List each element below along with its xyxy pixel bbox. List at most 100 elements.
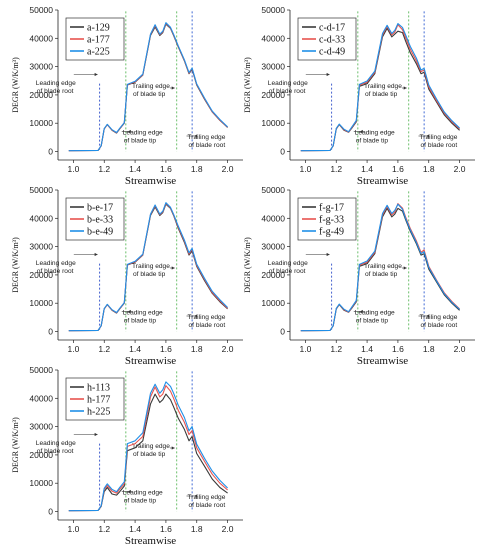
annotation-label: Leading edge of blade root: [36, 80, 76, 95]
y-tick-label: 0: [280, 327, 285, 337]
x-axis-title: Streamwise: [125, 175, 176, 187]
x-tick-label: 1.4: [129, 344, 141, 354]
x-tick-label: 1.2: [330, 164, 342, 174]
legend-label: f-g-17: [319, 203, 344, 214]
y-tick-label: 10000: [29, 478, 53, 488]
y-axis-title: DEGR (W/K/m³): [243, 237, 252, 293]
legend-label: a-129: [87, 23, 110, 34]
arrow-head: [194, 134, 198, 138]
x-tick-label: 1.4: [361, 164, 373, 174]
arrow-head: [403, 266, 407, 270]
arrow-head: [426, 134, 430, 138]
y-axis-title: DEGR (W/K/m³): [11, 57, 20, 113]
x-axis-title: Streamwise: [125, 535, 176, 547]
legend-label: h-113: [87, 383, 110, 394]
arrow-head: [194, 494, 198, 498]
y-axis-title: DEGR (W/K/m³): [243, 57, 252, 113]
series-line-c-d-49: [300, 23, 460, 152]
legend-label: b-e-49: [87, 227, 113, 238]
annotation-label: Leading edge of blade root: [36, 440, 76, 455]
x-axis-title: Streamwise: [125, 355, 176, 367]
y-tick-label: 40000: [261, 213, 285, 223]
y-tick-label: 40000: [29, 33, 53, 43]
y-tick-label: 50000: [29, 365, 53, 375]
annotation-label: Trailing edge of blade root: [188, 134, 226, 149]
arrow-head: [171, 86, 175, 90]
annotation-label: Trailing edge of blade root: [420, 314, 458, 329]
arrow-head: [127, 129, 131, 134]
arrow-head: [326, 252, 330, 257]
y-tick-label: 20000: [261, 270, 285, 280]
y-tick-label: 0: [48, 147, 53, 157]
x-tick-label: 2.0: [454, 164, 466, 174]
annotation-label: Leading edge of blade tip: [123, 310, 163, 325]
arrow-head: [94, 432, 98, 437]
x-tick-label: 1.0: [68, 344, 80, 354]
x-tick-label: 1.8: [191, 344, 203, 354]
annotation-label: Leading edge of blade tip: [123, 490, 163, 505]
x-tick-label: 1.8: [423, 344, 435, 354]
legend-label: h-225: [87, 407, 110, 418]
legend-label: c-d-17: [319, 23, 345, 34]
arrow-head: [426, 314, 430, 318]
y-tick-label: 30000: [261, 242, 285, 252]
y-tick-label: 30000: [261, 62, 285, 72]
x-tick-label: 1.8: [423, 164, 435, 174]
x-tick-label: 2.0: [222, 344, 234, 354]
y-tick-label: 50000: [29, 185, 53, 195]
legend-label: c-d-33: [319, 35, 345, 46]
arrow-head: [194, 314, 198, 318]
series-line-h-113: [68, 393, 228, 512]
arrow-head: [94, 72, 98, 77]
arrow-head: [94, 252, 98, 257]
legend-label: c-d-49: [319, 47, 345, 58]
arrow-head: [127, 489, 131, 494]
chart-panel-bottom-left: 0 10000 20000 30000 40000 50000 1.0 1.2 1.4 1.6 1.…: [11, 365, 243, 547]
annotation-label: Trailing edge of blade tip: [364, 83, 402, 98]
annotation-label: Leading edge of blade tip: [123, 130, 163, 145]
y-tick-label: 20000: [29, 270, 53, 280]
y-tick-label: 0: [280, 147, 285, 157]
annotation-label: Trailing edge of blade root: [188, 314, 226, 329]
series-line-h-225: [68, 381, 228, 512]
annotation-label: Leading edge of blade root: [268, 260, 308, 275]
x-tick-label: 1.0: [300, 164, 312, 174]
x-axis-title: Streamwise: [357, 175, 408, 187]
x-tick-label: 1.4: [361, 344, 373, 354]
x-tick-label: 1.6: [160, 344, 172, 354]
arrow-head: [171, 266, 175, 270]
arrow-head: [359, 309, 363, 314]
annotation-label: Trailing edge of blade root: [188, 494, 226, 509]
x-tick-label: 2.0: [454, 344, 466, 354]
legend-label: f-g-33: [319, 215, 344, 226]
x-tick-label: 2.0: [222, 164, 234, 174]
legend-label: a-225: [87, 47, 110, 58]
arrow-head: [326, 72, 330, 77]
y-tick-label: 30000: [29, 62, 53, 72]
x-tick-label: 1.2: [330, 344, 342, 354]
y-tick-label: 50000: [29, 5, 53, 15]
y-tick-label: 40000: [29, 213, 53, 223]
x-tick-label: 1.6: [392, 164, 404, 174]
y-tick-label: 0: [48, 327, 53, 337]
y-tick-label: 20000: [29, 90, 53, 100]
y-tick-label: 40000: [261, 33, 285, 43]
y-tick-label: 20000: [29, 450, 53, 460]
annotation-label: Trailing edge of blade tip: [364, 263, 402, 278]
x-tick-label: 1.6: [160, 524, 172, 534]
arrow-head: [171, 446, 175, 450]
series-line-f-g-49: [300, 203, 460, 332]
chart-panel-top-right: 0 10000 20000 30000 40000 50000 1.0 1.2 1.4 1.6 1.…: [243, 5, 475, 187]
x-tick-label: 1.2: [98, 164, 110, 174]
x-tick-label: 1.8: [191, 524, 203, 534]
x-tick-label: 2.0: [222, 524, 234, 534]
chart-panel-middle-right: 0 10000 20000 30000 40000 50000 1.0 1.2 1.4 1.6 1.…: [243, 185, 475, 367]
x-tick-label: 1.2: [98, 344, 110, 354]
x-tick-label: 1.0: [68, 164, 80, 174]
y-tick-label: 10000: [29, 118, 53, 128]
y-tick-label: 50000: [261, 185, 285, 195]
y-axis-title: DEGR (W/K/m³): [11, 417, 20, 473]
x-tick-label: 1.8: [191, 164, 203, 174]
legend-label: h-177: [87, 395, 110, 406]
